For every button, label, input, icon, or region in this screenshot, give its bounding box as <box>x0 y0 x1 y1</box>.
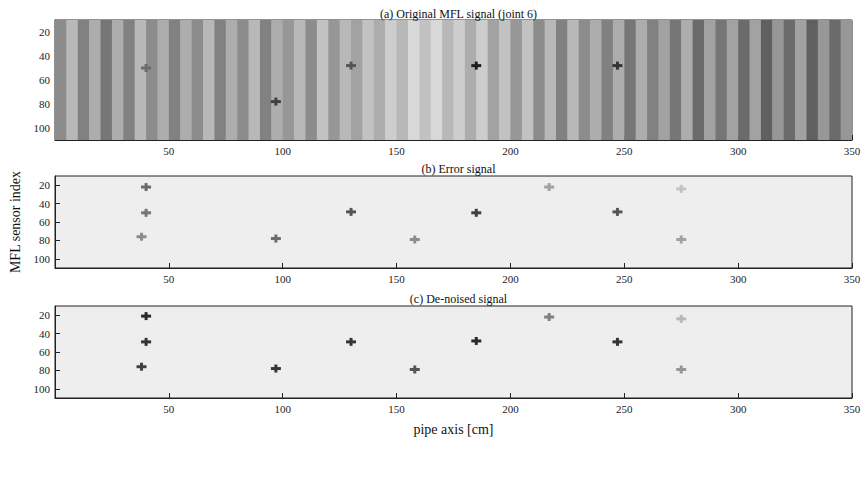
svg-text:50: 50 <box>163 145 175 157</box>
svg-text:150: 150 <box>388 273 405 285</box>
svg-text:100: 100 <box>274 145 291 157</box>
svg-text:50: 50 <box>163 273 175 285</box>
svg-text:250: 250 <box>616 403 633 415</box>
svg-text:200: 200 <box>502 145 519 157</box>
svg-text:350: 350 <box>844 273 861 285</box>
svg-text:(b) Error signal: (b) Error signal <box>422 162 497 176</box>
svg-text:100: 100 <box>34 122 51 134</box>
svg-text:40: 40 <box>39 50 51 62</box>
svg-text:80: 80 <box>39 234 51 246</box>
svg-text:350: 350 <box>844 145 861 157</box>
svg-text:250: 250 <box>616 273 633 285</box>
svg-text:20: 20 <box>39 309 51 321</box>
svg-text:100: 100 <box>274 403 291 415</box>
svg-text:150: 150 <box>388 145 405 157</box>
svg-text:250: 250 <box>616 145 633 157</box>
svg-text:100: 100 <box>34 383 51 395</box>
svg-text:20: 20 <box>39 26 51 38</box>
svg-text:(a) Original MFL signal (joint: (a) Original MFL signal (joint 6) <box>380 7 537 21</box>
svg-text:20: 20 <box>39 179 51 191</box>
svg-text:80: 80 <box>39 98 51 110</box>
svg-text:(c) De-noised signal: (c) De-noised signal <box>410 292 508 306</box>
svg-text:50: 50 <box>163 403 175 415</box>
svg-text:60: 60 <box>39 74 51 86</box>
svg-text:60: 60 <box>39 216 51 228</box>
svg-text:40: 40 <box>39 198 51 210</box>
svg-text:MFL sensor index: MFL sensor index <box>8 171 23 273</box>
svg-text:100: 100 <box>274 273 291 285</box>
svg-text:100: 100 <box>34 253 51 265</box>
svg-text:150: 150 <box>388 403 405 415</box>
svg-text:200: 200 <box>502 273 519 285</box>
svg-text:200: 200 <box>502 403 519 415</box>
svg-text:300: 300 <box>730 145 747 157</box>
svg-text:300: 300 <box>730 403 747 415</box>
svg-text:40: 40 <box>39 328 51 340</box>
svg-text:300: 300 <box>730 273 747 285</box>
svg-text:pipe axis [cm]: pipe axis [cm] <box>413 422 493 437</box>
svg-text:80: 80 <box>39 364 51 376</box>
svg-text:60: 60 <box>39 346 51 358</box>
svg-text:350: 350 <box>844 403 861 415</box>
